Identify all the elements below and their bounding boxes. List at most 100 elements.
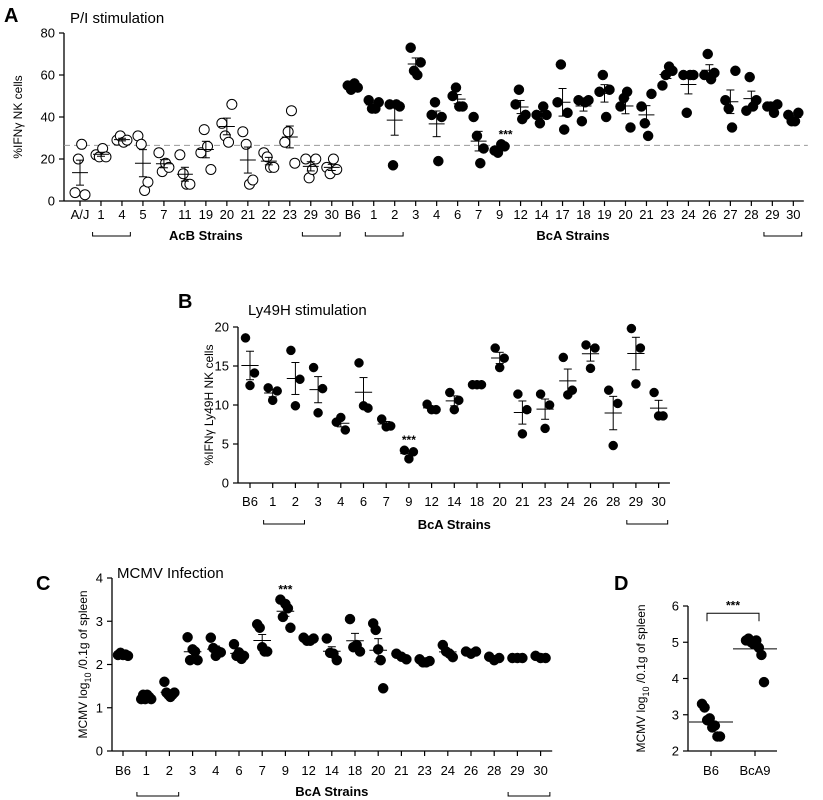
panel-b-x-tick-label: 21 <box>515 494 529 509</box>
panel-a-x-tick-label: 7 <box>160 207 167 222</box>
panel-a-data-point <box>72 153 84 165</box>
panel-d-data-point <box>756 649 767 661</box>
panel-a-data-point <box>600 111 612 123</box>
panel-a-data-point <box>69 187 81 199</box>
panel-a-x-tick-label: 22 <box>262 207 276 222</box>
panel-c-data-point <box>447 651 459 663</box>
panel-a-data-point <box>702 48 713 60</box>
panel-a-data-point <box>621 86 633 98</box>
panel-a-data-point <box>415 57 426 68</box>
panel-b-data-point <box>494 362 505 373</box>
panel-a-x-tick-label: 11 <box>178 207 192 222</box>
panel-a-data-point <box>240 138 252 150</box>
panel-a-data-point <box>177 168 189 180</box>
panel-a-x-tick-label: 28 <box>744 207 758 222</box>
panel-a-data-point <box>268 161 280 173</box>
panel-a-data-point <box>597 69 609 81</box>
panel-a-data-point <box>681 107 693 119</box>
panel-a-x-tick-label: 19 <box>597 207 611 222</box>
panel-b-data-point <box>626 323 637 334</box>
panel-b-data-point <box>295 374 305 385</box>
panel-a-data-point <box>642 130 654 142</box>
panel-c-x-tick-label: 28 <box>487 763 501 778</box>
panel-a-data-point <box>744 71 755 83</box>
panel-a-data-point <box>723 103 734 114</box>
panel-a-data-point <box>79 189 91 201</box>
panel-b-data-point <box>558 352 569 363</box>
panel-a-strain-bracket <box>763 232 803 237</box>
panel-b-data-point <box>635 343 646 353</box>
panel-b-x-tick-label: 26 <box>583 494 597 509</box>
panel-a-x-tick-label: 7 <box>475 207 482 222</box>
panel-b-data-point <box>449 404 460 415</box>
panel-a-data-point <box>412 69 423 81</box>
panel-b-data-point <box>245 380 255 391</box>
panel-b-data-point <box>608 440 618 451</box>
panel-c-data-point <box>354 646 366 657</box>
panel-a-x-tick-label: 20 <box>220 207 234 222</box>
panel-b-x-tick-label: 7 <box>383 494 390 509</box>
panel-a-data-point <box>282 126 294 138</box>
panel-a-y-tick-label: 60 <box>41 68 55 83</box>
panel-a-strain-bracket <box>364 232 404 237</box>
panel-a-data-point <box>709 67 720 79</box>
panel-a-data-point <box>450 82 462 93</box>
panel-b-data-point <box>513 389 523 399</box>
panel-a-data-point <box>223 136 235 148</box>
panel-a-data-point <box>327 153 339 165</box>
panel-b-significance-label: *** <box>402 433 416 447</box>
panel-c-data-point <box>285 622 296 633</box>
panel-c-data-point <box>254 622 265 633</box>
panel-c-strain-bracket <box>507 792 551 797</box>
panel-b-x-tick-label: 28 <box>606 494 620 509</box>
panel-a-data-point <box>331 164 343 175</box>
panel-a-data-point <box>306 164 318 175</box>
panel-d-significance-label: *** <box>726 598 740 612</box>
panel-c-data-point <box>122 650 134 662</box>
panel-b-data-point <box>290 401 301 411</box>
panel-a-x-tick-label: 29 <box>304 207 318 222</box>
panel-c-x-tick-label: 2 <box>166 763 173 778</box>
panel-a-data-point <box>730 65 741 77</box>
panel-a-x-tick-label: 20 <box>618 207 632 222</box>
panel-d-data-point <box>709 720 721 731</box>
panel-b-x-tick-label: B6 <box>242 494 258 509</box>
panel-a-data-point <box>478 143 489 154</box>
panel-c-x-tick-label: 23 <box>417 763 431 778</box>
panel-c-x-tick-label: 3 <box>189 763 196 778</box>
panel-a-data-point <box>751 94 762 106</box>
panel-a-y-tick-label: 20 <box>41 152 55 167</box>
panel-b-y-tick-label: 10 <box>215 398 229 413</box>
panel-a-y-axis-label: %IFNγ NK cells <box>11 75 25 158</box>
panel-a-data-point <box>558 124 570 135</box>
panel-c-data-point <box>375 654 386 666</box>
panel-a-strain-bracket <box>301 232 341 237</box>
panel-a-x-tick-label: 27 <box>723 207 737 222</box>
panel-c-data-point <box>228 638 240 650</box>
panel-letter-b: B <box>178 291 192 313</box>
panel-a-data-point <box>300 153 312 165</box>
panel-a-data-point <box>457 101 468 112</box>
panel-a-data-point <box>153 147 165 159</box>
panel-b-strain-bracket <box>626 520 669 525</box>
panel-b-y-axis-label: %IFNγ Ly49H NK cells <box>202 345 216 466</box>
panel-a-x-tick-label: 21 <box>639 207 653 222</box>
panel-b-data-point <box>603 385 614 395</box>
panel-a-x-tick-label: 17 <box>555 207 569 222</box>
panel-c-x-tick-label: 4 <box>212 763 219 778</box>
panel-c-x-tick-label: 6 <box>235 763 242 778</box>
panel-d-y-tick-label: 6 <box>672 599 679 614</box>
panel-a-data-point <box>279 136 291 148</box>
panel-a-data-point <box>433 155 444 167</box>
panel-a-data-point <box>247 174 259 186</box>
panel-a-data-point <box>142 176 154 188</box>
panel-a-data-point <box>636 101 647 112</box>
panel-b-data-point <box>631 379 641 389</box>
panel-c-x-tick-label: 29 <box>510 763 524 778</box>
panel-a-data-point <box>555 59 567 70</box>
panel-c-x-tick-label: 20 <box>371 763 385 778</box>
panel-d-chart: 2 3 4 5 6 B6 BcA9 MCMV log10 /0.1g of spleen *** <box>634 598 777 778</box>
panel-c-x-tick-label: 26 <box>464 763 478 778</box>
